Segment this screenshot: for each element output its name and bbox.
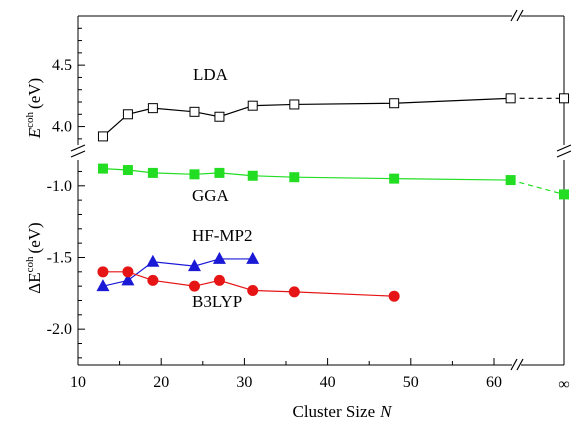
series-limit-line-gga — [510, 179, 565, 195]
x-axis-label: Cluster Size N — [293, 402, 394, 421]
data-point-b3lyp — [97, 266, 109, 278]
upper-y-axis-label: Ecoh(eV) — [24, 78, 44, 139]
upper-y-tick-label: 4.5 — [52, 57, 72, 74]
data-point-hf-mp2 — [121, 273, 135, 286]
y-axis-break-right-gap — [557, 148, 571, 156]
x-tick-label: 30 — [236, 374, 252, 391]
data-point-gga — [97, 163, 108, 174]
x-tick-label: 50 — [403, 374, 419, 391]
data-point-gga — [189, 169, 200, 180]
data-point-gga — [214, 167, 225, 178]
data-point-gga — [389, 173, 400, 184]
data-point-lda — [214, 111, 225, 122]
data-point-gga — [147, 167, 158, 178]
x-tick-label: 60 — [486, 374, 502, 391]
x-axis-break-top-gap — [512, 12, 521, 20]
x-axis-break-top-slash-2 — [516, 9, 524, 22]
series-layer — [96, 93, 569, 302]
upper-y-tick-label: 4.0 — [52, 119, 72, 136]
x-infinity-label: ∞ — [558, 376, 569, 393]
y-axis-break-left-slash-2 — [70, 150, 86, 158]
x-tick-label: 20 — [153, 374, 169, 391]
data-point-lda — [389, 98, 400, 109]
data-point-lda — [147, 103, 158, 114]
data-point-hf-mp2 — [212, 251, 226, 264]
axis-ticks — [77, 27, 495, 365]
data-point-lda — [122, 109, 133, 120]
data-point-limit-gga — [559, 189, 569, 200]
data-point-gga — [122, 165, 133, 176]
data-point-limit-lda — [559, 93, 569, 104]
data-point-lda — [97, 131, 108, 142]
panel-frames — [77, 15, 565, 366]
tick-labels: 4.0 4.5 -1.0 -1.5 -2.0 10 20 30 40 50 60 ∞ — [47, 57, 570, 393]
series-line-lda — [102, 97, 511, 137]
x-axis-break-bottom-slash-1 — [510, 358, 518, 371]
data-point-gga — [247, 170, 258, 181]
data-point-gga — [289, 172, 300, 183]
axis-breaks — [70, 9, 572, 371]
data-point-b3lyp — [147, 274, 159, 286]
y-axis-break-left-slash-1 — [70, 144, 86, 152]
data-point-hf-mp2 — [146, 254, 160, 267]
y-axis-break-right-slash-2 — [556, 150, 572, 158]
x-axis-break-bottom-gap — [512, 361, 521, 369]
data-point-gga — [505, 175, 516, 186]
x-axis-break-bottom-slash-2 — [516, 358, 524, 371]
series-line-gga — [102, 168, 511, 181]
data-point-lda — [289, 99, 300, 110]
y-axis-break-left-gap — [71, 148, 85, 156]
y-axis-break-right-slash-1 — [556, 144, 572, 152]
data-point-b3lyp — [247, 284, 259, 296]
data-point-hf-mp2 — [96, 279, 110, 292]
data-point-b3lyp — [122, 266, 134, 278]
x-axis-break-top-slash-1 — [510, 9, 518, 22]
x-tick-label: 10 — [70, 374, 86, 391]
data-point-hf-mp2 — [246, 251, 260, 264]
data-point-b3lyp — [213, 274, 225, 286]
lower-y-tick-label: -2.0 — [47, 321, 72, 338]
x-tick-label: 40 — [320, 374, 336, 391]
lower-y-tick-label: -1.0 — [47, 178, 72, 195]
lower-y-axis-label: ΔEcoh(eV) — [24, 222, 44, 293]
series-label-b3lyp: B3LYP — [192, 292, 242, 311]
series-label-hf-mp2: HF-MP2 — [192, 226, 252, 245]
data-point-b3lyp — [288, 286, 300, 298]
data-point-lda — [247, 100, 258, 111]
data-point-b3lyp — [388, 290, 400, 302]
series-label-lda: LDA — [193, 65, 229, 84]
lower-y-tick-label: -1.5 — [47, 249, 72, 266]
data-point-lda — [189, 106, 200, 117]
data-point-lda — [505, 93, 516, 104]
data-point-b3lyp — [188, 280, 200, 292]
series-label-gga: GGA — [192, 186, 230, 205]
data-point-hf-mp2 — [187, 259, 201, 272]
